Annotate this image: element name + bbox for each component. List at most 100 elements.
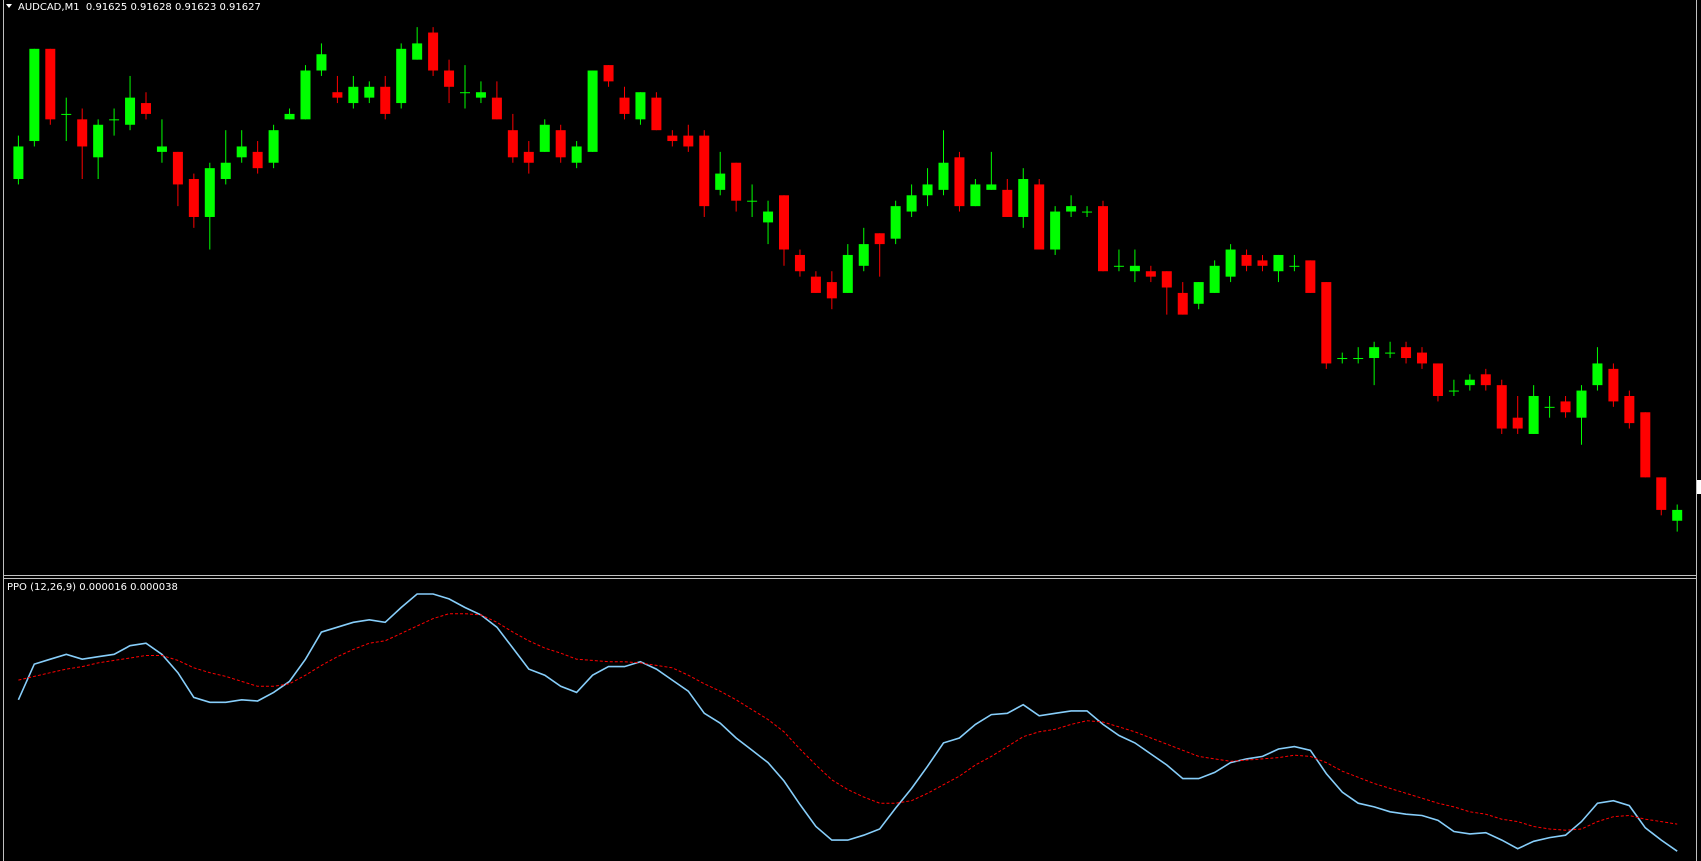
candle-body bbox=[109, 119, 120, 121]
candle-body bbox=[667, 135, 678, 142]
candle-body bbox=[523, 151, 534, 163]
candle-body bbox=[587, 70, 598, 152]
candle-body bbox=[1257, 260, 1268, 266]
candle-body bbox=[1672, 509, 1683, 521]
candle-body bbox=[1369, 347, 1380, 359]
candle-body bbox=[1241, 254, 1252, 266]
candle-body bbox=[1209, 265, 1220, 293]
candle-body bbox=[156, 146, 167, 152]
candle-body bbox=[1656, 477, 1667, 510]
candle-body bbox=[475, 92, 486, 98]
candle-body bbox=[699, 135, 710, 207]
candle-body bbox=[1305, 260, 1316, 293]
candle-body bbox=[125, 97, 136, 125]
candle-body bbox=[810, 276, 821, 293]
candle-body bbox=[842, 254, 853, 293]
candle-body bbox=[220, 162, 231, 180]
candle-body bbox=[1401, 347, 1412, 359]
candle-body bbox=[794, 254, 805, 272]
candle-body bbox=[1576, 390, 1587, 418]
candle-body bbox=[1113, 265, 1124, 267]
candle-body bbox=[731, 162, 742, 201]
candle-body bbox=[284, 113, 295, 120]
price-marker bbox=[1697, 480, 1701, 494]
candle-body bbox=[635, 92, 646, 120]
candle-body bbox=[507, 130, 518, 158]
candle-body bbox=[1050, 211, 1061, 250]
candle-body bbox=[412, 43, 423, 60]
candle-body bbox=[1432, 363, 1443, 396]
candle-body bbox=[1496, 385, 1507, 429]
candle-body bbox=[1544, 406, 1555, 408]
candle-body bbox=[93, 124, 104, 158]
candle-body bbox=[1177, 292, 1188, 315]
indicator-header: PPO (12,26,9) 0.000016 0.000038 bbox=[7, 582, 178, 593]
candle-body bbox=[858, 244, 869, 266]
candle-body bbox=[1289, 265, 1300, 267]
candle-body bbox=[539, 124, 550, 152]
candle-body bbox=[715, 173, 726, 190]
candle-body bbox=[1337, 358, 1348, 360]
candle-body bbox=[954, 157, 965, 207]
candle-body bbox=[77, 119, 88, 147]
candle-body bbox=[332, 92, 343, 98]
candle-body bbox=[348, 86, 359, 104]
candle-body bbox=[874, 233, 885, 245]
signal-line bbox=[18, 613, 1678, 831]
candle-body bbox=[29, 48, 40, 142]
candle-body bbox=[1592, 363, 1603, 386]
candle-body bbox=[1098, 206, 1108, 272]
candle-body bbox=[1082, 211, 1093, 213]
candle-body bbox=[316, 54, 327, 71]
symbol-header: AUDCAD,M1 0.91625 0.91628 0.91623 0.9162… bbox=[18, 2, 261, 13]
ppo-line bbox=[17, 593, 1678, 852]
candle-body bbox=[1640, 412, 1651, 478]
candle-body bbox=[1464, 379, 1475, 386]
candle-body bbox=[460, 92, 470, 94]
candle-body bbox=[1161, 271, 1172, 288]
candle-body bbox=[779, 195, 789, 250]
candle-body bbox=[603, 65, 614, 82]
candle-body bbox=[13, 146, 24, 180]
candle-body bbox=[571, 146, 582, 163]
candle-body bbox=[651, 97, 662, 131]
candle-body bbox=[491, 97, 502, 120]
candle-body bbox=[1480, 374, 1491, 386]
candle-body bbox=[826, 282, 837, 299]
candle-body bbox=[1608, 368, 1619, 402]
candle-body bbox=[1385, 352, 1396, 354]
candle-body bbox=[1018, 179, 1029, 217]
candle-body bbox=[428, 32, 439, 71]
candle-body bbox=[1624, 395, 1635, 424]
candle-body bbox=[1528, 395, 1539, 434]
candle-body bbox=[970, 184, 981, 207]
candle-body bbox=[763, 211, 774, 223]
candle-body bbox=[188, 179, 199, 217]
candle-body bbox=[1448, 390, 1459, 392]
candle-body bbox=[45, 48, 56, 120]
candle-body bbox=[555, 130, 566, 158]
candle-body bbox=[141, 103, 151, 114]
candle-body bbox=[236, 146, 247, 158]
candle-body bbox=[1560, 401, 1571, 413]
candle-body bbox=[268, 130, 279, 163]
candle-body bbox=[1273, 254, 1284, 272]
candle-body bbox=[61, 113, 72, 115]
candle-body bbox=[683, 135, 694, 147]
candle-body bbox=[938, 162, 949, 190]
candle-body bbox=[890, 206, 901, 239]
menu-arrow[interactable] bbox=[6, 4, 12, 8]
candle-body bbox=[300, 70, 311, 120]
candle-body bbox=[1145, 271, 1156, 277]
candle-body bbox=[906, 195, 917, 212]
candle-body bbox=[922, 184, 933, 196]
candle-body bbox=[1034, 184, 1045, 250]
candle-body bbox=[1129, 265, 1140, 272]
candle-body bbox=[172, 151, 183, 185]
candle-body bbox=[396, 48, 407, 104]
candle-body bbox=[1002, 189, 1013, 217]
candle-body bbox=[1353, 358, 1364, 360]
